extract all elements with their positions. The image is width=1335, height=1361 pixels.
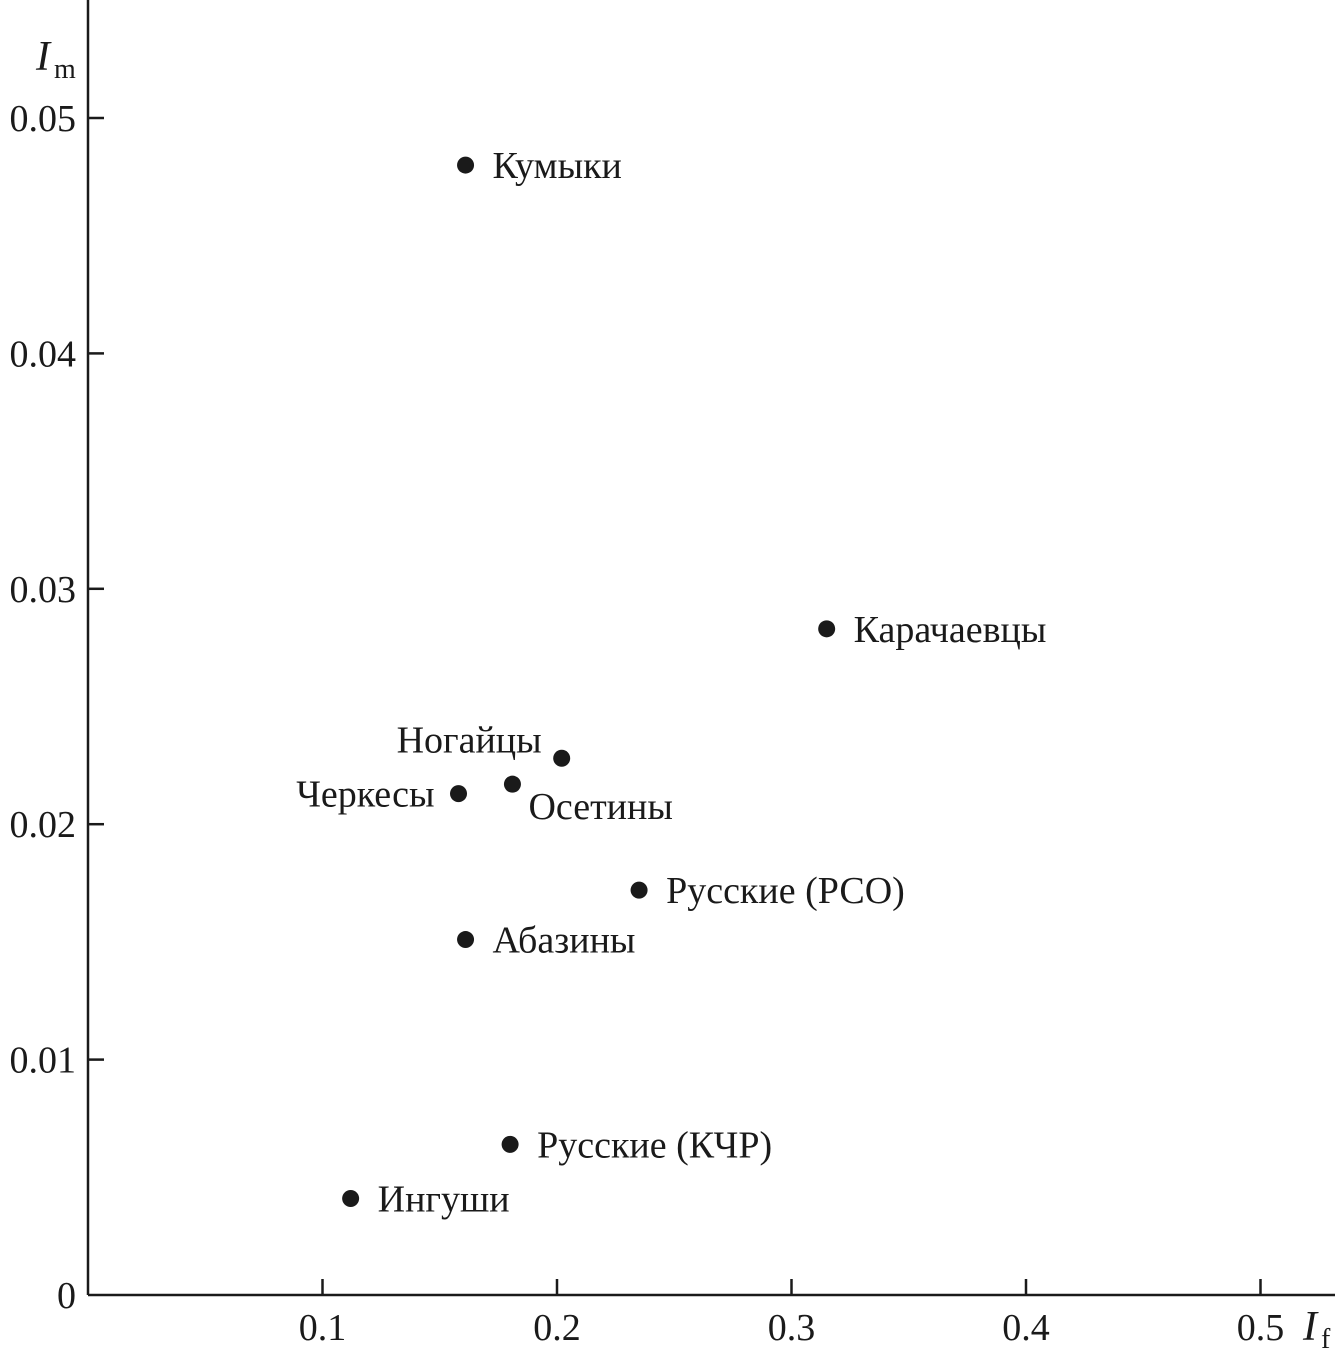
y-axis-ticks: 0 0.01 0.02 0.03 0.04 0.05 bbox=[10, 98, 104, 1317]
x-tick-label: 0.5 bbox=[1237, 1307, 1285, 1349]
point-label: Абазины bbox=[493, 920, 636, 962]
point-label: Кумыки bbox=[493, 145, 622, 187]
point-label: Ногайцы bbox=[397, 719, 542, 761]
data-point bbox=[501, 1135, 519, 1153]
y-tick-label: 0.03 bbox=[10, 569, 77, 611]
data-point bbox=[457, 156, 475, 174]
y-axis-label-sub: m bbox=[54, 54, 76, 85]
data-point bbox=[450, 785, 468, 803]
x-axis-label-sub: f bbox=[1321, 1324, 1331, 1355]
data-point bbox=[342, 1189, 360, 1207]
y-axis-label-main: I bbox=[35, 34, 52, 80]
point-label: Карачаевцы bbox=[854, 609, 1047, 651]
data-point bbox=[503, 775, 521, 793]
y-tick-label: 0 bbox=[57, 1275, 76, 1317]
y-tick-label: 0.05 bbox=[10, 98, 77, 140]
x-axis-ticks: 0.1 0.2 0.3 0.4 0.5 bbox=[299, 1279, 1285, 1349]
point-label: Русские (КЧР) bbox=[537, 1124, 772, 1166]
x-tick-label: 0.3 bbox=[768, 1307, 816, 1349]
data-point bbox=[457, 931, 475, 949]
y-tick-label: 0.04 bbox=[10, 333, 77, 375]
point-label: Русские (РСО) bbox=[666, 870, 905, 912]
point-label: Ингуши bbox=[378, 1178, 510, 1220]
x-axis-label-main: I bbox=[1302, 1304, 1319, 1350]
x-tick-label: 0.2 bbox=[533, 1307, 581, 1349]
data-point bbox=[553, 749, 571, 767]
y-tick-label: 0.02 bbox=[10, 804, 77, 846]
point-label: Осетины bbox=[528, 786, 672, 828]
point-label: Черкесы bbox=[296, 774, 434, 816]
data-point bbox=[818, 620, 836, 638]
x-tick-label: 0.1 bbox=[299, 1307, 347, 1349]
y-tick-label: 0.01 bbox=[10, 1040, 77, 1082]
data-point bbox=[630, 881, 648, 899]
x-tick-label: 0.4 bbox=[1002, 1307, 1050, 1349]
data-points: Кумыки Карачаевцы Ногайцы Осетины Черкесы Рус… bbox=[296, 145, 1046, 1220]
